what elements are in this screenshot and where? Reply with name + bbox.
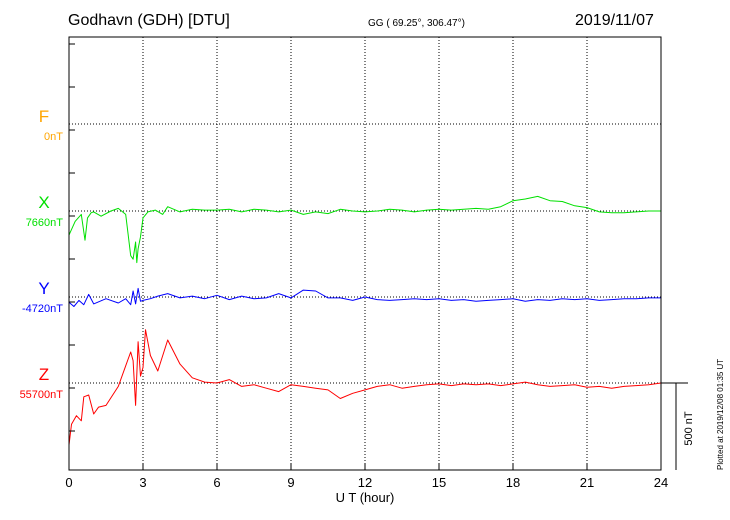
x-tick-label: 3	[139, 475, 146, 490]
x-tick-label: 9	[287, 475, 294, 490]
station-title: Godhavn (GDH) [DTU]	[68, 12, 230, 29]
channel-name-x: X	[38, 193, 49, 212]
scale-bar: 500 nT	[661, 382, 695, 470]
x-tick-label: 6	[213, 475, 220, 490]
plot-date: 2019/11/07	[575, 12, 654, 29]
x-axis-label: U T (hour)	[336, 490, 395, 505]
station-coords: GG ( 69.25°, 306.47°)	[368, 18, 465, 29]
channel-baseline-x: 7660nT	[26, 217, 64, 229]
channel-baseline-z: 55700nT	[20, 389, 64, 401]
channel-name-f: F	[39, 107, 49, 126]
channel-name-z: Z	[39, 365, 49, 384]
series-line-x	[68, 195, 661, 264]
x-tick-label: 15	[432, 475, 446, 490]
x-tick-label: 12	[358, 475, 372, 490]
channel-baseline-f: 0nT	[44, 131, 63, 143]
channel-name-y: Y	[38, 279, 49, 298]
channel-labels: F 0nT X 7660nT Y -4720nT Z 55700nT	[20, 107, 64, 401]
channel-baseline-y: -4720nT	[22, 303, 63, 315]
x-tick-label: 18	[506, 475, 520, 490]
series-lines	[68, 195, 662, 445]
x-axis: 0 3 6 9 12 15 18 21 24 U T (hour)	[65, 464, 668, 505]
scale-bar-label: 500 nT	[683, 411, 695, 446]
series-line-y	[68, 287, 661, 307]
x-tick-label: 0	[65, 475, 72, 490]
x-tick-label: 21	[580, 475, 594, 490]
grid	[69, 37, 661, 470]
series-line-z	[68, 329, 662, 445]
x-tick-label: 24	[654, 475, 668, 490]
